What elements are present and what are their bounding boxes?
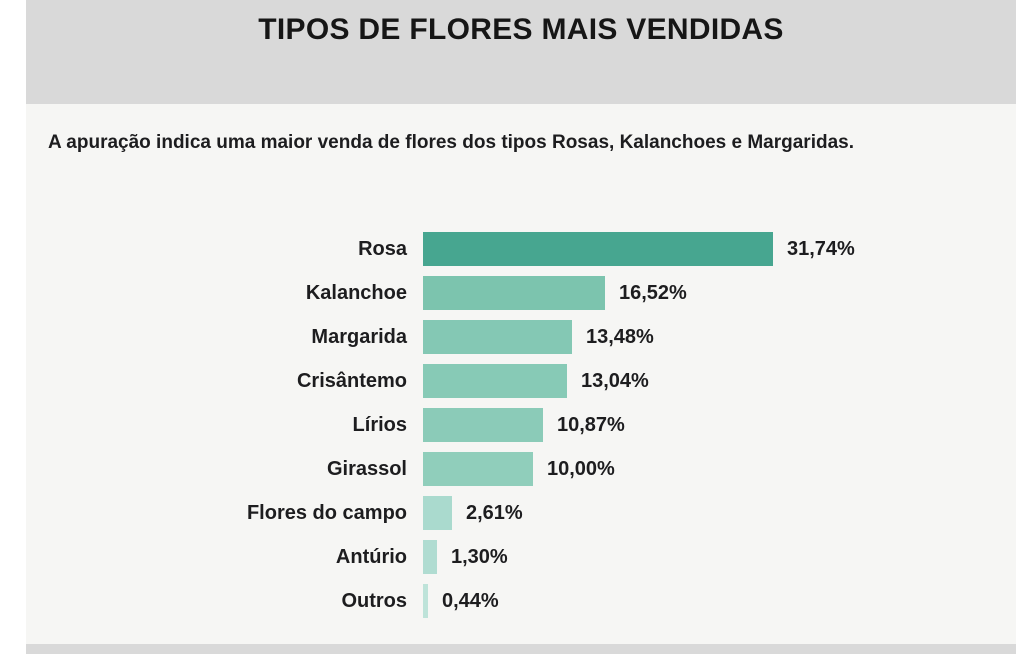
bar-row: Girassol 10,00%	[26, 452, 1016, 486]
bar-label: Crisântemo	[296, 369, 407, 392]
header-band: TIPOS DE FLORES MAIS VENDIDAS	[26, 0, 1016, 104]
bar-value: 16,52%	[619, 281, 687, 304]
bar-row: Lírios 10,87%	[26, 408, 1016, 442]
bar-row: Antúrio 1,30%	[26, 540, 1016, 574]
bar	[423, 364, 567, 398]
bar-value: 13,04%	[581, 369, 649, 392]
bar-chart: Rosa 31,74% Kalanchoe 16,52% Margarida 13,48%…	[26, 232, 1016, 628]
bar-label: Girassol	[326, 457, 407, 480]
bar	[423, 496, 452, 530]
bar-row: Margarida 13,48%	[26, 320, 1016, 354]
bar-value: 2,61%	[466, 501, 523, 524]
bar	[423, 540, 437, 574]
bar-label: Lírios	[352, 413, 407, 436]
chart-panel: A apuração indica uma maior venda de flo…	[26, 104, 1016, 644]
page-title: TIPOS DE FLORES MAIS VENDIDAS	[258, 13, 784, 46]
bar-row: Outros 0,44%	[26, 584, 1016, 618]
bar	[423, 408, 543, 442]
bar	[423, 320, 572, 354]
bar-row: Crisântemo 13,04%	[26, 364, 1016, 398]
footer-band	[26, 644, 1016, 654]
bar-label: Antúrio	[335, 545, 407, 568]
bar-value: 13,48%	[586, 325, 654, 348]
bar-value: 1,30%	[451, 545, 508, 568]
chart-subtitle: A apuração indica uma maior venda de flo…	[48, 132, 854, 153]
bar-label: Kalanchoe	[305, 281, 407, 304]
bar-label: Rosa	[358, 237, 407, 260]
bar-value: 10,87%	[557, 413, 625, 436]
bar-label: Flores do campo	[246, 501, 407, 524]
bar-value: 0,44%	[442, 589, 499, 612]
bar	[423, 276, 605, 310]
bar	[423, 584, 428, 618]
bar-row: Kalanchoe 16,52%	[26, 276, 1016, 310]
bar-label: Margarida	[311, 325, 407, 348]
bar-row: Rosa 31,74%	[26, 232, 1016, 266]
bar-label: Outros	[341, 589, 407, 612]
bar-value: 10,00%	[547, 457, 615, 480]
bar	[423, 232, 773, 266]
bar	[423, 452, 533, 486]
bar-row: Flores do campo 2,61%	[26, 496, 1016, 530]
bar-value: 31,74%	[787, 237, 855, 260]
